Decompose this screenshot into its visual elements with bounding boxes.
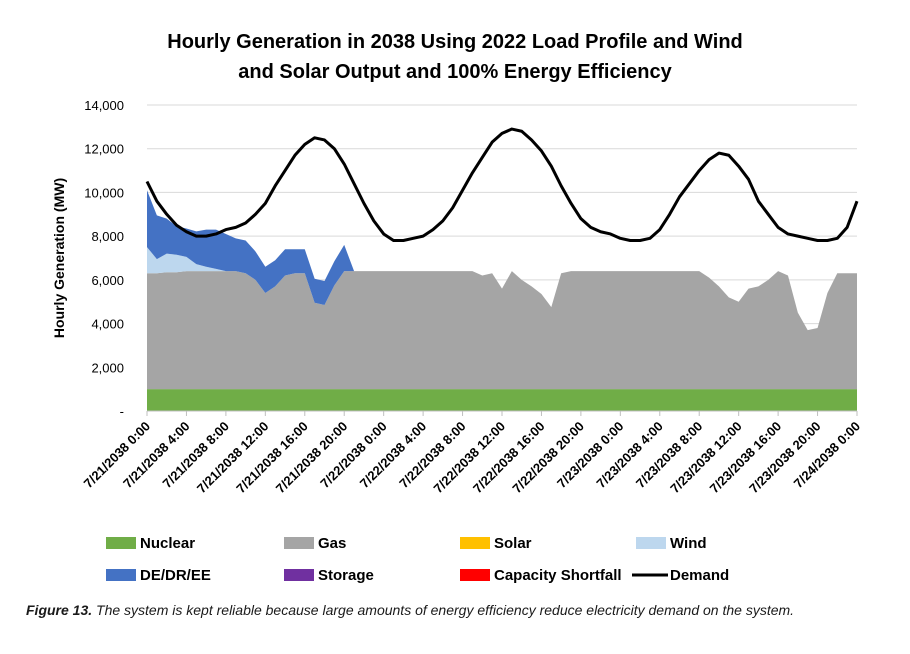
area-de-dr-ee: [147, 190, 857, 331]
x-tick-label: 7/21/2038 12:00: [194, 419, 272, 497]
y-tick-label: -: [120, 404, 124, 419]
demand-series-line: [145, 127, 859, 243]
y-tick-label: 12,000: [84, 142, 124, 157]
legend-label: Demand: [670, 567, 729, 584]
legend: Nuclear Gas Solar Wind DE/DR/EE Storage Capaci…: [106, 535, 729, 584]
legend-item-nuclear: Nuclear: [106, 535, 195, 552]
area-gas: [147, 271, 857, 390]
y-axis-label: Hourly Generation (MW): [51, 178, 67, 338]
chart-title-line-1: Hourly Generation in 2038 Using 2022 Loa…: [167, 31, 743, 53]
area-nuclear: [147, 389, 857, 411]
legend-swatch: [460, 537, 490, 549]
y-tick-label: 14,000: [84, 98, 124, 113]
stacked-areas: [147, 190, 857, 411]
legend-label: Wind: [670, 535, 707, 552]
caption-text: The system is kept reliable because larg…: [92, 602, 795, 618]
y-axis-ticks: - 2,000 4,000 6,000 8,000 10,000 12,000 14,000: [84, 98, 124, 419]
legend-item-wind: Wind: [636, 535, 707, 552]
legend-label: Gas: [318, 535, 346, 552]
chart-canvas: Hourly Generation in 2038 Using 2022 Loa…: [51, 31, 863, 584]
chart-title: Hourly Generation in 2038 Using 2022 Loa…: [167, 31, 743, 83]
x-tick-label: 7/22/2038 16:00: [470, 419, 548, 497]
x-axis-ticks: 7/21/2038 0:007/21/2038 4:007/21/2038 8:…: [81, 411, 863, 496]
x-tick-label: 7/22/2038 20:00: [509, 419, 587, 497]
legend-swatch: [284, 537, 314, 549]
x-tick-label: 7/22/2038 12:00: [431, 419, 509, 497]
legend-item-storage: Storage: [284, 567, 374, 584]
x-tick-label: 7/23/2038 16:00: [707, 419, 785, 497]
y-tick-label: 10,000: [84, 185, 124, 200]
legend-label: Capacity Shortfall: [494, 567, 622, 584]
legend-label: Solar: [494, 535, 532, 552]
legend-item-demand: Demand: [632, 567, 729, 584]
legend-item-capacity-shortfall: Capacity Shortfall: [460, 567, 622, 584]
y-tick-label: 6,000: [91, 273, 124, 288]
x-tick-label: 7/23/2038 12:00: [667, 419, 745, 497]
x-tick-label: 7/21/2038 20:00: [273, 419, 351, 497]
legend-swatch: [636, 537, 666, 549]
x-tick-label: 7/21/2038 16:00: [233, 419, 311, 497]
demand-line: [145, 127, 859, 243]
legend-swatch: [460, 569, 490, 581]
legend-item-solar: Solar: [460, 535, 532, 552]
legend-label: Storage: [318, 567, 374, 584]
y-axis-title: Hourly Generation (MW): [51, 178, 67, 338]
legend-label: DE/DR/EE: [140, 567, 211, 584]
chart-title-line-2: and Solar Output and 100% Energy Efficie…: [238, 61, 672, 83]
legend-swatch: [284, 569, 314, 581]
legend-swatch: [106, 537, 136, 549]
y-tick-label: 8,000: [91, 229, 124, 244]
legend-swatch: [106, 569, 136, 581]
x-tick-label: 7/21/2038 0:00: [81, 419, 153, 491]
y-tick-label: 4,000: [91, 317, 124, 332]
y-tick-label: 2,000: [91, 360, 124, 375]
caption-label: Figure 13.: [26, 602, 93, 618]
figure-caption: Figure 13. The system is kept reliable b…: [26, 602, 896, 618]
x-tick-label: 7/23/2038 20:00: [746, 419, 824, 497]
legend-item-gas: Gas: [284, 535, 346, 552]
legend-item-de-dr-ee: DE/DR/EE: [106, 567, 211, 584]
legend-label: Nuclear: [140, 535, 195, 552]
